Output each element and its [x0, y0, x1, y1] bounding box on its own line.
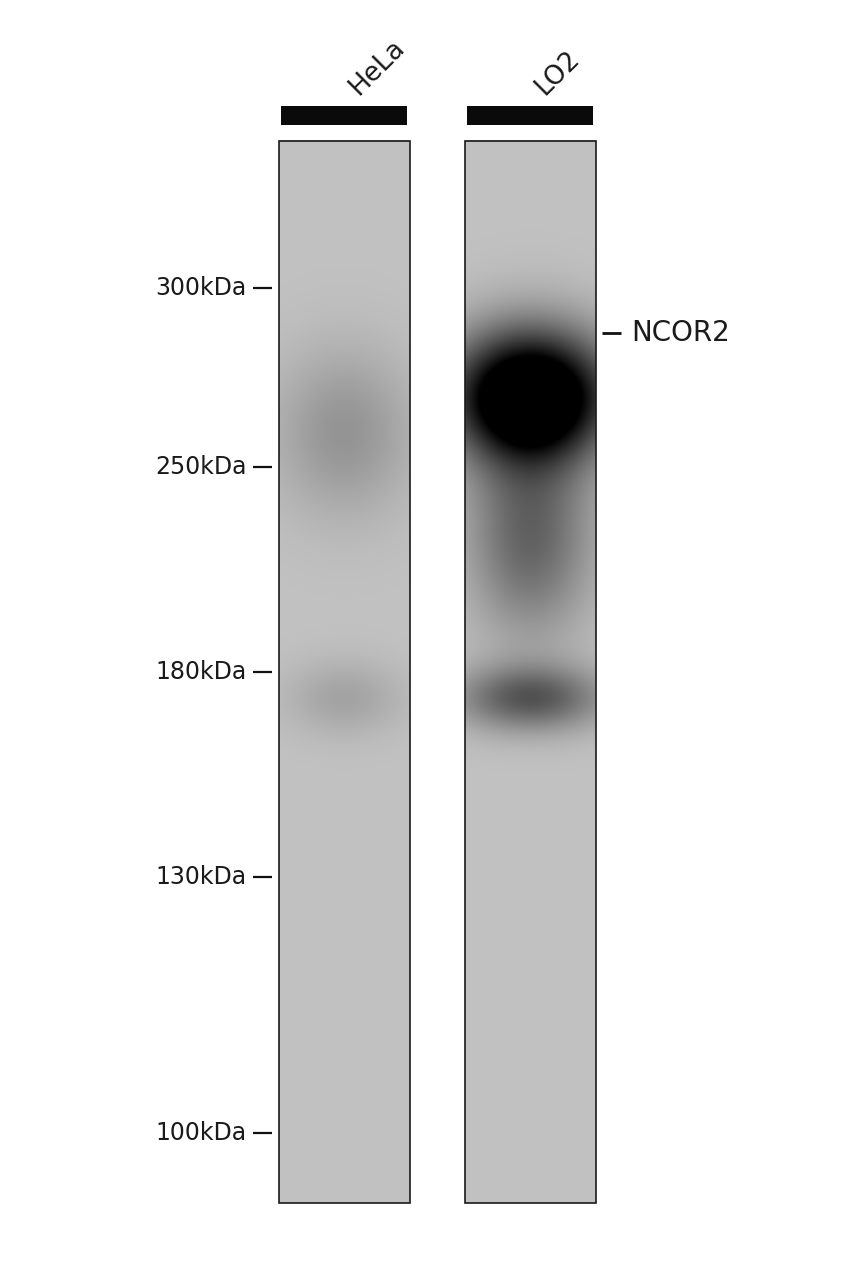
Text: 250kDa: 250kDa: [155, 456, 246, 479]
Text: HeLa: HeLa: [344, 35, 409, 100]
Text: 100kDa: 100kDa: [155, 1121, 246, 1144]
Bar: [467, 106, 592, 125]
Bar: [464, 141, 595, 1203]
Text: NCOR2: NCOR2: [630, 319, 729, 347]
Text: 180kDa: 180kDa: [155, 660, 246, 684]
Bar: [281, 106, 407, 125]
Text: LO2: LO2: [530, 45, 584, 100]
Bar: [279, 141, 409, 1203]
Text: 300kDa: 300kDa: [155, 276, 246, 300]
Text: 130kDa: 130kDa: [155, 865, 246, 888]
